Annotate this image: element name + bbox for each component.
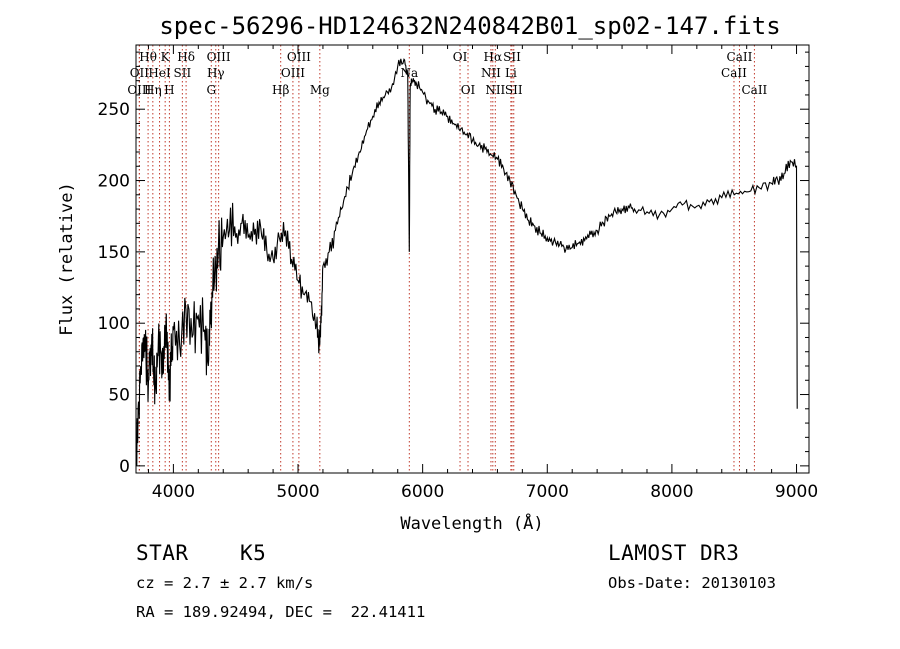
y-axis-ticks: 0 50 100 150 200 250 [98,51,809,477]
spectral-line-label: CaII [741,83,767,97]
spectral-line-label: SII [503,50,521,64]
y-tick-label: 100 [98,314,130,334]
spectral-line-label: OIII [207,50,231,64]
spectral-line-label: K [161,50,171,64]
spectral-line-label: NII [485,83,505,97]
x-tick-label: 9000 [775,482,818,502]
chart-title: spec-56296-HD124632N240842B01_sp02-147.f… [159,12,780,40]
y-tick-label: 0 [119,457,130,477]
spectral-line-label: CaII [721,66,747,80]
y-tick-label: 50 [108,386,130,406]
y-tick-label: 250 [98,100,130,120]
survey-name: LAMOST DR3 [608,541,740,565]
x-tick-label: 5000 [276,482,319,502]
observation-date: Obs-Date: 20130103 [608,574,776,592]
spectral-line-label: G [206,83,216,97]
spectral-line-label: SII [174,66,192,80]
x-tick-label: 4000 [152,482,195,502]
spectral-line-label: Hη [144,83,162,97]
spectral-line-label: OII [130,66,150,80]
spectral-line-label: Li [505,66,517,80]
y-tick-label: 150 [98,243,130,263]
x-axis-ticks: 4000 5000 6000 7000 8000 9000 [147,45,818,502]
spectral-line-label: NII [481,66,501,80]
spectral-line-label: OI [461,83,476,97]
spectral-line-label: Na [400,66,418,80]
x-axis-label: Wavelength (Å) [400,512,543,534]
flux-series-line [135,58,798,466]
spectral-line-label: Hγ [207,66,225,80]
x-tick-label: 7000 [526,482,569,502]
spectral-line-label: Hθ [139,50,157,64]
y-tick-label: 200 [98,172,130,192]
x-tick-label: 6000 [401,482,444,502]
spectral-line-label: Hδ [177,50,195,64]
object-class: STAR [136,541,189,565]
redshift-cz: cz = 2.7 ± 2.7 km/s [136,574,314,592]
spectral-line-label: OIII [281,66,305,80]
ra-dec-coordinates: RA = 189.92494, DEC = 22.41411 [136,603,426,621]
spectral-line-label: OIII [287,50,311,64]
plot-frame [135,44,810,474]
spectral-line-label: H [164,83,174,97]
spectral-line-label: CaII [727,50,753,64]
spectral-line-label: Hβ [272,83,289,97]
spectral-line-label: SII [505,83,523,97]
object-subclass: K5 [240,541,267,565]
spectral-line-label: Hα [484,50,503,64]
spectral-line-label: HeI [148,66,171,80]
spectral-line-markers [138,45,755,473]
spectral-line-label: OI [453,50,468,64]
spectral-line-label: Mg [310,83,330,97]
spectral-line-label: OIII [127,83,151,97]
y-axis-label: Flux (relative) [57,182,77,336]
x-tick-label: 8000 [650,482,693,502]
